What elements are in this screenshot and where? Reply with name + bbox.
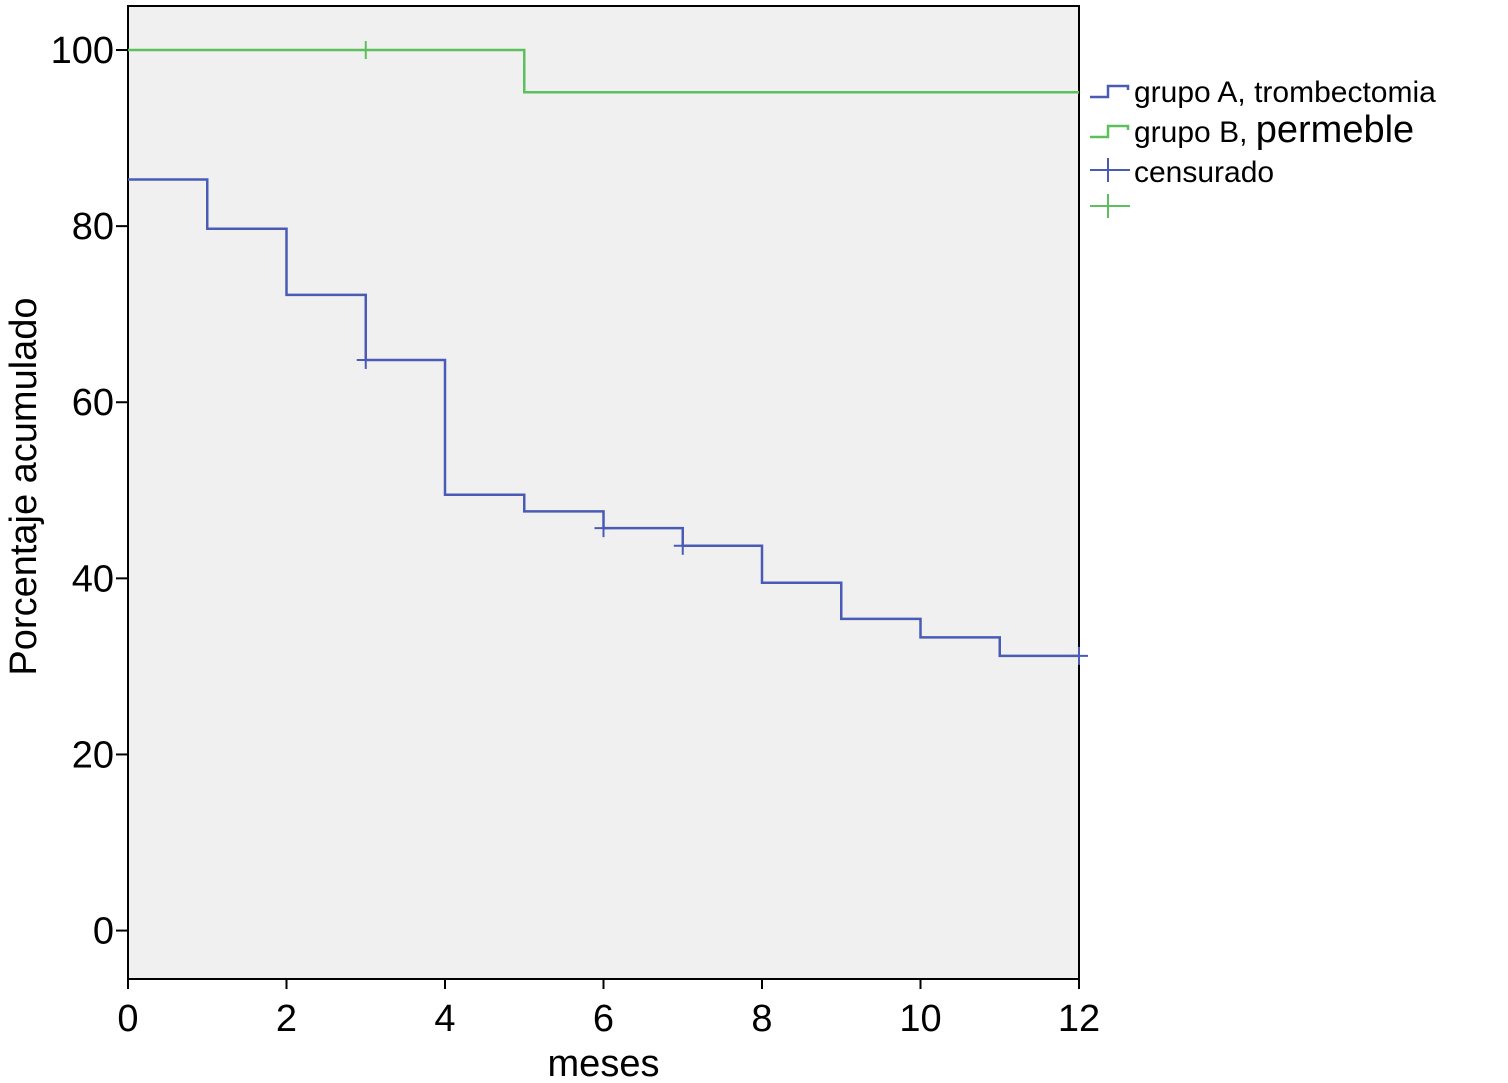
x-tick-label: 6 — [593, 998, 614, 1040]
x-tick-label: 4 — [434, 998, 455, 1040]
axis-layer: 0 20 40 60 80 100 0 2 4 6 8 10 12 — [51, 30, 1101, 1040]
plot-background — [127, 5, 1080, 980]
censored-mark — [356, 41, 375, 60]
legend-step-symbol — [1090, 124, 1130, 139]
y-tick-label: 40 — [72, 558, 114, 600]
x-tick-label: 2 — [276, 998, 297, 1040]
legend-step-symbol — [1090, 84, 1130, 99]
y-tick-label: 0 — [93, 911, 114, 953]
censored-mark — [356, 350, 375, 369]
y-tick-label: 60 — [72, 382, 114, 424]
y-tick-label: 100 — [51, 30, 114, 72]
censored-mark — [1070, 646, 1088, 665]
x-axis-title: meses — [548, 1043, 660, 1083]
series-layer — [128, 41, 1088, 665]
legend-label: censurado — [1134, 156, 1274, 189]
censored-mark — [673, 536, 692, 555]
y-tick-label: 20 — [72, 734, 114, 776]
x-tick-label: 12 — [1058, 998, 1100, 1040]
x-tick-label: 0 — [117, 998, 138, 1040]
series-line-grupo-b — [128, 48, 1079, 94]
legend-label: grupo B, permeble — [1134, 109, 1414, 151]
censored-mark — [594, 519, 613, 538]
x-tick-label: 8 — [751, 998, 772, 1040]
legend-item: grupo B, permeble — [1090, 109, 1414, 151]
legend-item — [1090, 194, 1130, 218]
y-tick-label: 80 — [72, 206, 114, 248]
legend-label: grupo A, trombectomia — [1134, 76, 1436, 109]
y-axis-title: Porcentaje acumulado — [3, 297, 45, 675]
legend-item: grupo A, trombectomia — [1090, 76, 1436, 109]
x-tick-label: 10 — [899, 998, 941, 1040]
legend-item: censurado — [1090, 156, 1274, 189]
